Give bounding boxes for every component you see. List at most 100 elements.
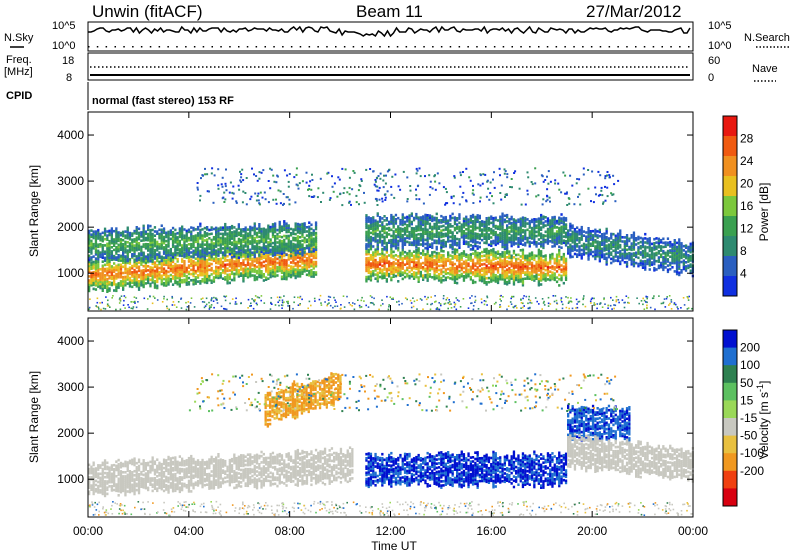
- heatmap-cell: [233, 268, 236, 271]
- heatmap-cell: [447, 251, 450, 254]
- heatmap-cell: [215, 269, 218, 273]
- heatmap-cell: [440, 278, 443, 282]
- heatmap-cell: [399, 253, 402, 257]
- heatmap-cell: [101, 289, 104, 292]
- heatmap-cell: [483, 279, 486, 282]
- heatmap-cell: [149, 237, 152, 240]
- heatmap-cell: [401, 248, 404, 252]
- heatmap-cell: [483, 273, 486, 276]
- heatmap-cell: [544, 260, 547, 264]
- heatmap-cell: [546, 229, 550, 233]
- heatmap-cell: [110, 227, 113, 230]
- heatmap-cell: [476, 270, 479, 273]
- heatmap-cell: [506, 232, 509, 236]
- heatmap-cell: [165, 259, 168, 262]
- heatmap-cell: [167, 274, 170, 278]
- heatmap-cell: [515, 259, 518, 263]
- heatmap-cell: [151, 270, 154, 274]
- heatmap-cell: [390, 270, 393, 273]
- heatmap-cell: [258, 231, 261, 234]
- heatmap-cell: [573, 252, 577, 256]
- heatmap-cell: [92, 232, 95, 236]
- heatmap-cell: [458, 276, 461, 279]
- heatmap-cell: [442, 266, 445, 270]
- heatmap-cell: [612, 255, 615, 259]
- heatmap-cell: [283, 228, 286, 231]
- heatmap-cell: [510, 258, 513, 262]
- heatmap-cell: [515, 274, 518, 277]
- heatmap-cell: [280, 248, 284, 251]
- heatmap-cell: [372, 270, 375, 273]
- heatmap-cell: [296, 231, 299, 234]
- heatmap-cell: [233, 244, 236, 248]
- heatmap-cell: [228, 230, 231, 233]
- heatmap-cell: [528, 220, 531, 223]
- heatmap-cell: [535, 220, 538, 223]
- heatmap-cell: [519, 219, 522, 223]
- heatmap-cell: [465, 236, 468, 239]
- heatmap-cell: [576, 249, 579, 252]
- heatmap-cell: [417, 243, 420, 246]
- heatmap-cell: [503, 257, 506, 260]
- heatmap-cell: [639, 259, 642, 263]
- heatmap-cell: [192, 272, 195, 276]
- heatmap-cell: [158, 251, 161, 254]
- nsearch-dot: [158, 46, 161, 48]
- heatmap-cell: [260, 248, 263, 252]
- heatmap-cell: [560, 217, 563, 220]
- heatmap-cell: [585, 231, 588, 234]
- heatmap-cell: [537, 242, 540, 245]
- heatmap-cell: [192, 249, 195, 253]
- heatmap-cell: [406, 224, 409, 227]
- heatmap-cell: [165, 233, 168, 237]
- heatmap-cell: [542, 275, 545, 279]
- heatmap-cell: [571, 238, 574, 242]
- heatmap-cell: [433, 241, 436, 245]
- heatmap-cell: [521, 218, 525, 222]
- heatmap-cell: [287, 258, 290, 261]
- heatmap-cell: [235, 256, 238, 259]
- heatmap-cell: [215, 237, 218, 240]
- heatmap-cell: [549, 253, 552, 257]
- heatmap-cell: [126, 282, 129, 285]
- heatmap-cell: [122, 277, 125, 281]
- heatmap-cell: [283, 265, 286, 268]
- heatmap-cell: [546, 238, 550, 241]
- heatmap-cell: [160, 234, 163, 238]
- heatmap-cell: [458, 221, 461, 225]
- heatmap-cell: [594, 230, 597, 234]
- heatmap-cell: [151, 277, 154, 280]
- heatmap-cell: [219, 228, 222, 232]
- heatmap-cell: [301, 268, 304, 271]
- heatmap-cell: [147, 228, 150, 232]
- heatmap-cell: [90, 247, 93, 251]
- heatmap-cell: [149, 224, 152, 228]
- heatmap-cell: [94, 288, 98, 291]
- heatmap-cell: [399, 235, 402, 239]
- heatmap-cell: [176, 272, 179, 276]
- heatmap-cell: [137, 252, 141, 255]
- heatmap-cell: [657, 266, 660, 270]
- heatmap-cell: [103, 237, 107, 241]
- heatmap-cell: [185, 237, 188, 241]
- heatmap-cell: [133, 240, 136, 243]
- heatmap-cell: [639, 247, 642, 250]
- heatmap-cell: [408, 276, 411, 280]
- heatmap-cell: [88, 264, 91, 268]
- heatmap-cell: [614, 251, 617, 254]
- heatmap-cell: [385, 251, 388, 254]
- heatmap-cell: [494, 261, 497, 265]
- heatmap-cell: [406, 272, 409, 276]
- heatmap-cell: [265, 232, 268, 236]
- heatmap-cell: [296, 226, 299, 230]
- heatmap-cell: [194, 228, 197, 231]
- heatmap-cell: [203, 247, 206, 251]
- heatmap-cell: [365, 269, 368, 273]
- heatmap-cell: [183, 253, 186, 256]
- heatmap-cell: [569, 237, 572, 240]
- nsearch-dot: [193, 46, 196, 48]
- heatmap-cell: [196, 269, 200, 273]
- heatmap-cell: [412, 216, 416, 220]
- heatmap-cell: [569, 226, 572, 230]
- heatmap-cell: [426, 256, 429, 260]
